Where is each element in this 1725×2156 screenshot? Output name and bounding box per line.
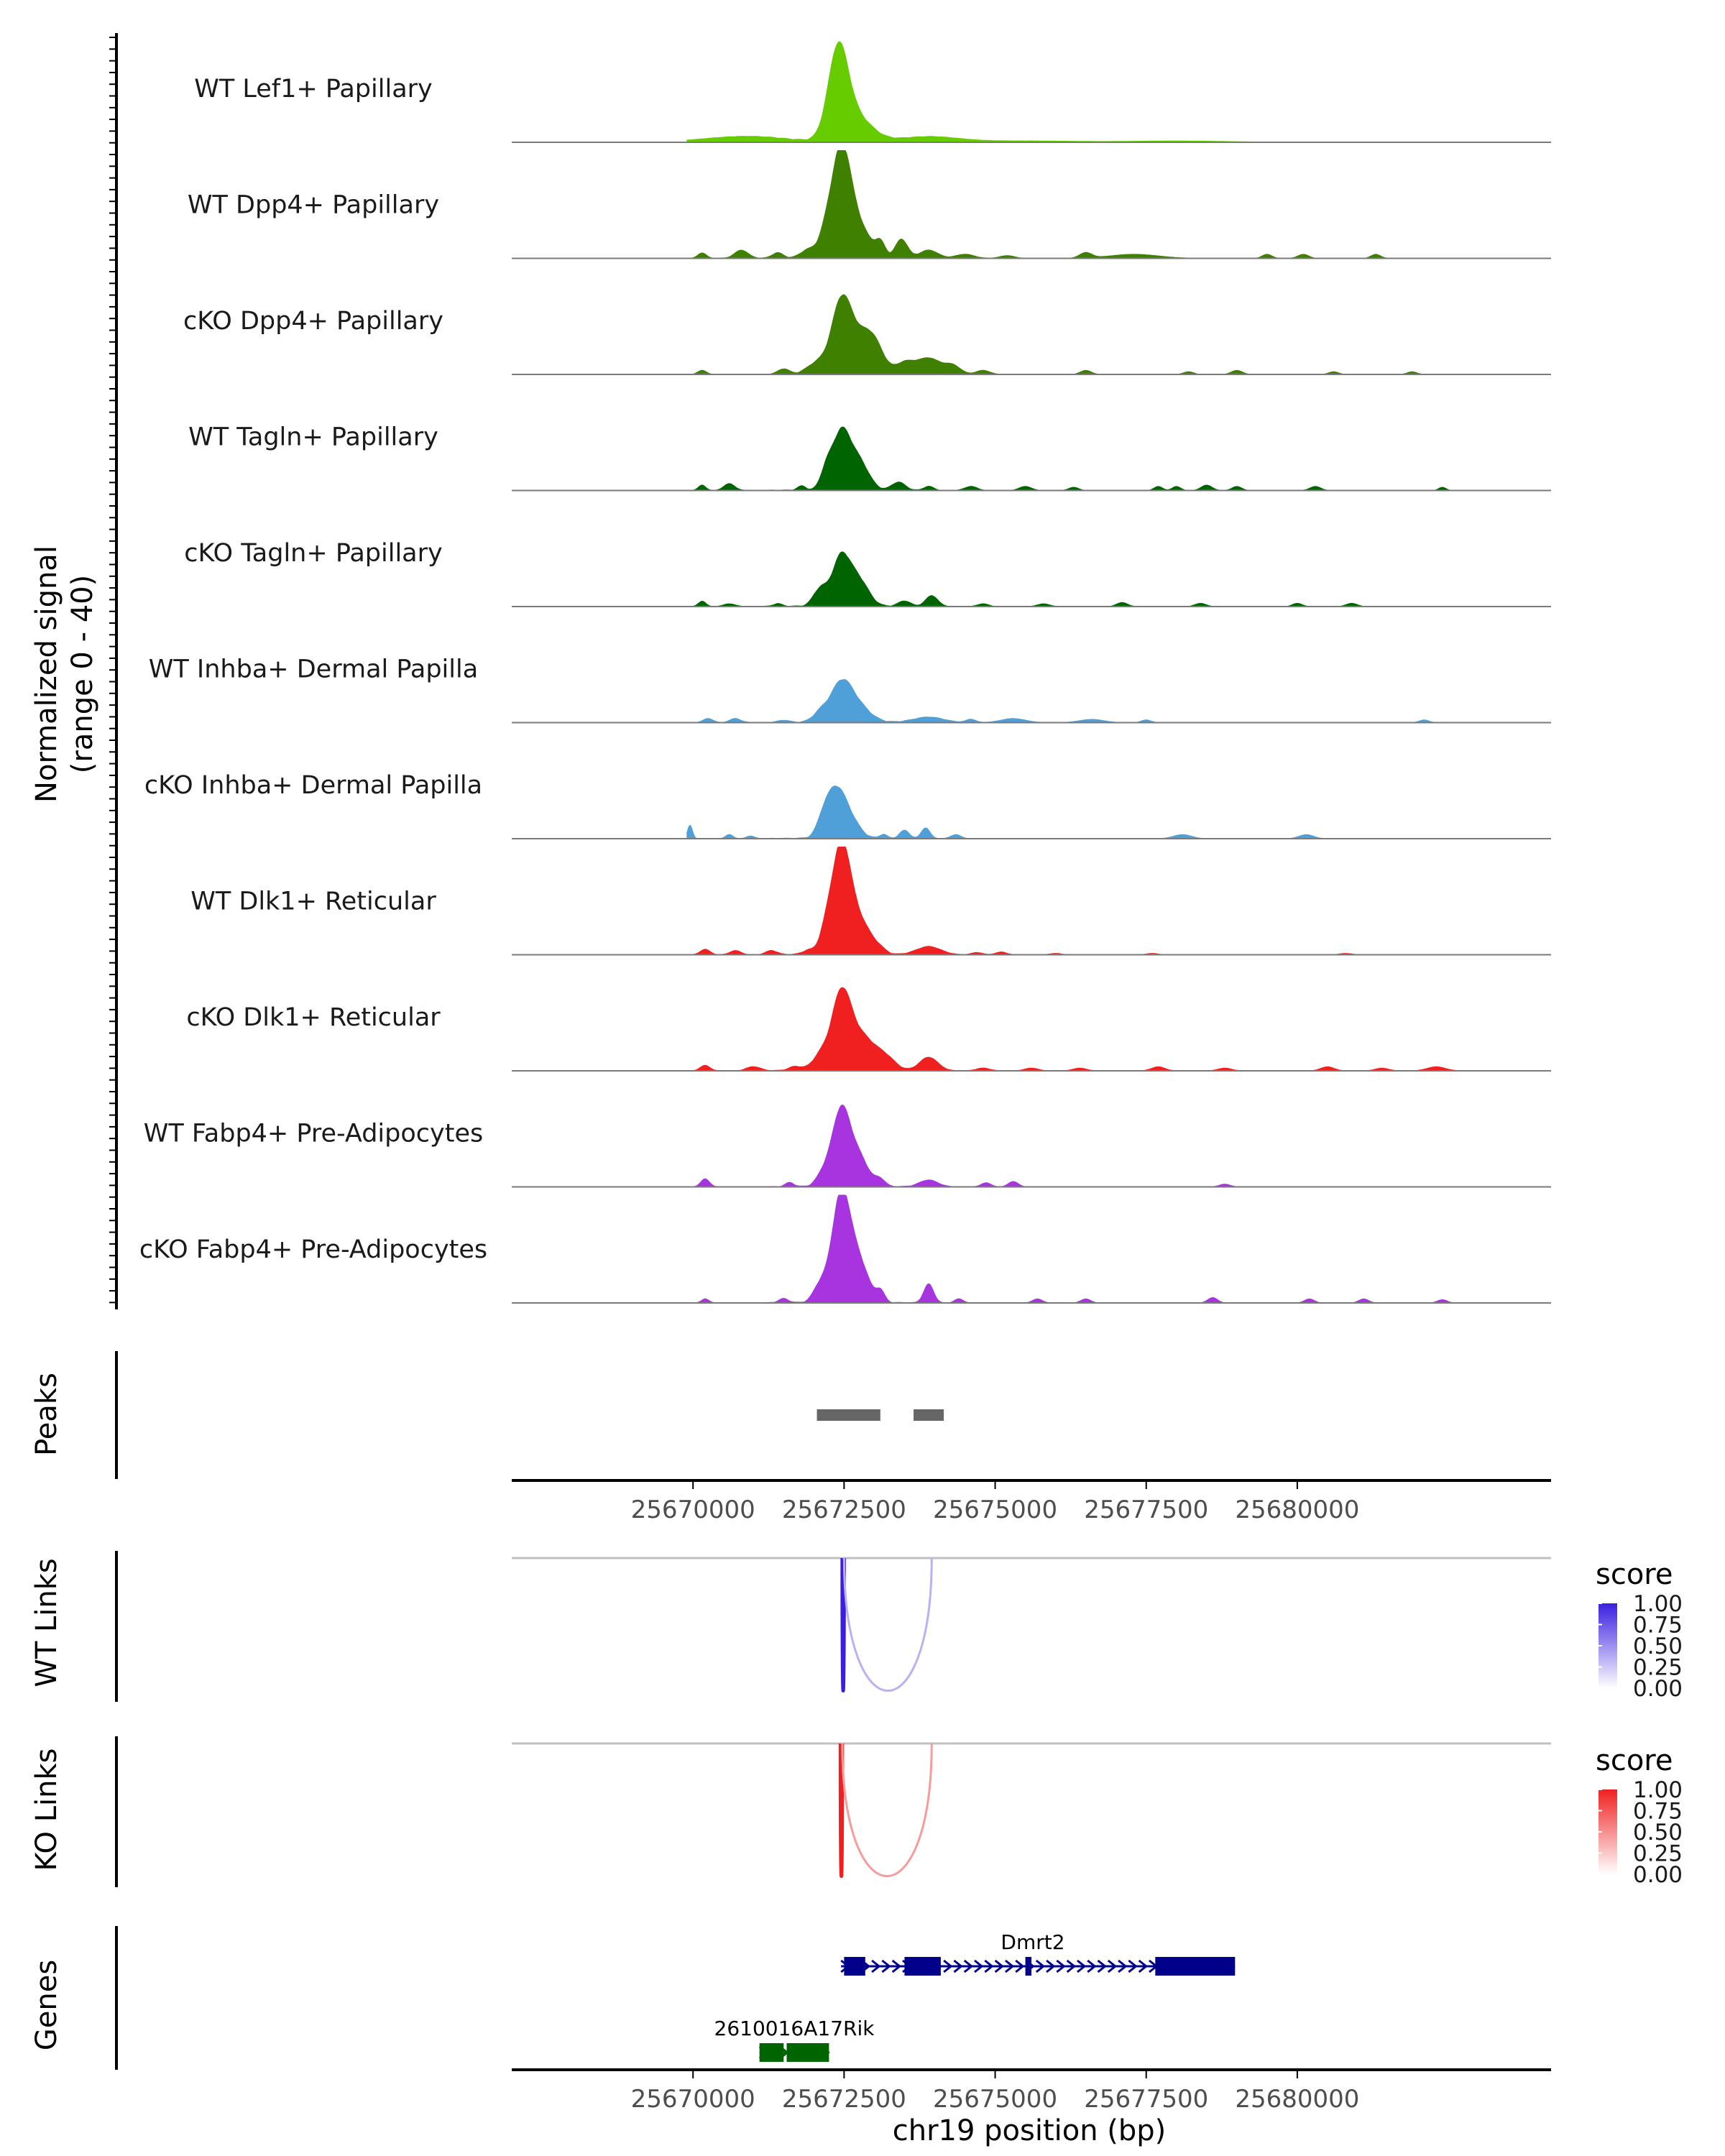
strand-arrow: [1015, 1959, 1025, 1973]
ko-legend-label: 1.00: [1633, 1777, 1683, 1803]
coverage-ylabel-range: (range 0 - 40): [66, 575, 99, 773]
wt-legend-label: 0.50: [1633, 1634, 1683, 1659]
ko-legend-title: score: [1596, 1744, 1673, 1777]
track-label: WT Tagln+ Papillary: [188, 423, 438, 452]
track-label: WT Inhba+ Dermal Papilla: [149, 655, 478, 684]
peak-region-bar: [914, 1409, 944, 1421]
strand-arrow: [1128, 1959, 1138, 1973]
strand-arrow: [881, 1959, 891, 1973]
gene-exon: [759, 2043, 784, 2062]
x-axis-peaks-tick-label: 25672500: [782, 1496, 906, 1524]
gene-exon: [786, 2043, 829, 2062]
strand-arrow: [1056, 1959, 1066, 1973]
strand-arrow: [943, 1959, 953, 1973]
coverage-area-4: [686, 426, 1479, 492]
strand-arrow: [953, 1959, 963, 1973]
strand-arrow: [1087, 1959, 1097, 1973]
wt-legend-label: 0.25: [1633, 1655, 1683, 1681]
strand-arrow: [1066, 1959, 1077, 1973]
wt-links-arc: [840, 1557, 846, 1692]
strand-arrow: [871, 1959, 881, 1973]
track-label: cKO Dlk1+ Reticular: [186, 1003, 441, 1032]
strand-arrow: [1004, 1959, 1015, 1973]
track-label: cKO Fabp4+ Pre-Adipocytes: [139, 1235, 487, 1264]
ko-legend-label: 0.25: [1633, 1841, 1683, 1867]
coverage-area-6: [686, 678, 1479, 723]
strand-arrow: [1097, 1959, 1107, 1973]
x-axis-genes-tick-label: 25670000: [631, 2085, 755, 2114]
coverage-area-2: [686, 150, 1479, 259]
x-axis-peaks-tick-label: 25677500: [1084, 1496, 1208, 1524]
ko-legend-label: 0.50: [1633, 1820, 1683, 1846]
strand-arrow: [891, 1959, 902, 1973]
strand-arrow: [984, 1959, 994, 1973]
strand-arrow: [1118, 1959, 1128, 1973]
track-label: WT Dpp4+ Papillary: [188, 191, 439, 220]
gene-exon: [1025, 1957, 1031, 1976]
peaks-track-label: Peaks: [30, 1373, 63, 1456]
x-axis-peaks-tick-label: 25675000: [933, 1496, 1057, 1524]
wt-links-arc: [842, 1557, 933, 1692]
gene-exon: [1155, 1957, 1236, 1976]
gene-exon: [904, 1957, 941, 1976]
x-axis-title: chr19 position (bp): [893, 2114, 1167, 2147]
x-axis-genes-tick-label: 25680000: [1235, 2085, 1359, 2114]
coverage-area-5: [686, 551, 1479, 607]
coverage-area-9: [686, 987, 1479, 1072]
track-label: cKO Tagln+ Papillary: [184, 539, 443, 568]
coverage-area-8: [686, 847, 1479, 955]
ko-links-arc: [841, 1743, 933, 1877]
coverage-area-11: [686, 1194, 1479, 1304]
x-axis-genes-tick-label: 25675000: [933, 2085, 1057, 2114]
strand-arrow: [1046, 1959, 1056, 1973]
x-axis-peaks-tick-label: 25670000: [631, 1496, 755, 1524]
ko-legend-label: 0.75: [1633, 1799, 1683, 1825]
coverage-ylabel: Normalized signal: [30, 545, 63, 803]
wt-legend-title: score: [1596, 1558, 1673, 1591]
wt-links-track-label: WT Links: [30, 1558, 63, 1687]
ko-links-arc: [838, 1743, 845, 1878]
coverage-area-1: [686, 41, 1479, 143]
ko-links-track-label: KO Links: [30, 1749, 63, 1871]
x-axis-genes-tick-label: 25672500: [782, 2085, 906, 2114]
peak-region-bar: [816, 1409, 880, 1421]
strand-arrow: [994, 1959, 1005, 1973]
wt-legend-label: 1.00: [1633, 1591, 1683, 1617]
strand-arrow: [1107, 1959, 1118, 1973]
track-label: WT Fabp4+ Pre-Adipocytes: [144, 1120, 483, 1148]
track-label: cKO Inhba+ Dermal Papilla: [144, 771, 482, 800]
x-axis-peaks-tick-label: 25680000: [1235, 1496, 1359, 1524]
track-label: cKO Dpp4+ Papillary: [183, 307, 443, 336]
strand-arrow: [1077, 1959, 1087, 1973]
gene-name-label: Dmrt2: [1000, 1930, 1064, 1954]
wt-legend-label: 0.75: [1633, 1613, 1683, 1639]
strand-arrow: [963, 1959, 974, 1973]
ko-legend-label: 0.00: [1633, 1862, 1683, 1888]
gene-exon: [844, 1957, 865, 1976]
strand-arrow: [1138, 1959, 1149, 1973]
coverage-area-10: [686, 1104, 1479, 1188]
track-label: WT Lef1+ Papillary: [194, 75, 433, 103]
track-label: WT Dlk1+ Reticular: [190, 888, 436, 916]
coverage-area-3: [686, 294, 1479, 375]
genes-track-label: Genes: [30, 1960, 63, 2050]
strand-arrow: [1035, 1959, 1046, 1973]
gene-name-label: 2610016A17Rik: [714, 2017, 875, 2040]
strand-arrow: [974, 1959, 984, 1973]
x-axis-genes-tick-label: 25677500: [1084, 2085, 1208, 2114]
wt-legend-label: 0.00: [1633, 1676, 1683, 1702]
coverage-area-7: [686, 786, 1479, 839]
